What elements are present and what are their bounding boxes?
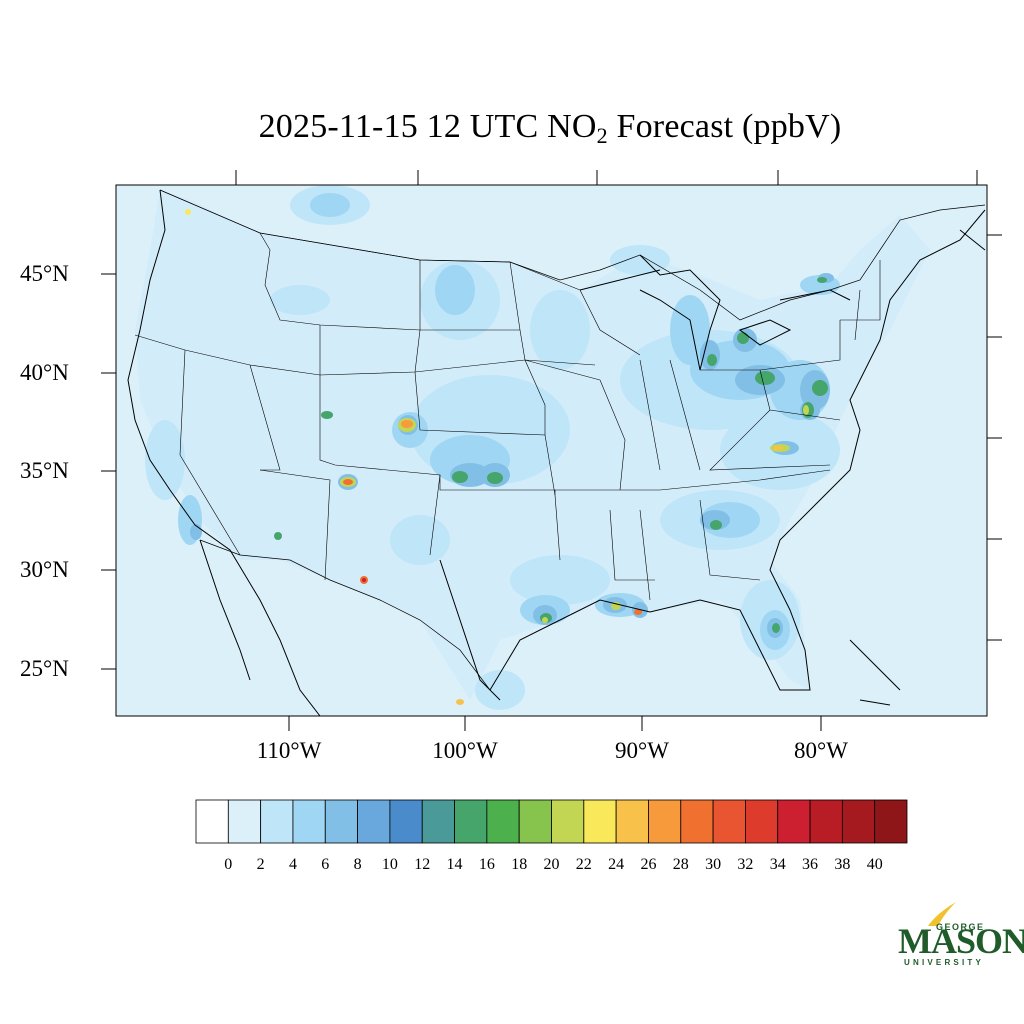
colorbar-tick-label: 26 (640, 856, 657, 873)
colorbar-swatch (745, 799, 779, 844)
map-title: 2025-11-15 12 UTC NO2 Forecast (ppbV) (0, 108, 1024, 149)
state-boundaries (134, 189, 881, 601)
colorbar-tick-label: 38 (834, 856, 851, 873)
top-ticks (235, 170, 978, 185)
colorbar-swatch (680, 799, 714, 844)
colorbar-tick-label: 4 (289, 856, 297, 873)
title-subscript: 2 (596, 123, 608, 148)
colorbar-swatch (518, 799, 552, 844)
canada-border (159, 189, 986, 321)
lat-label-35: 35°N (20, 458, 69, 483)
lon-label-90: 90°W (615, 738, 669, 763)
colorbar-tick-label: 18 (511, 856, 528, 873)
concentration-field (127, 185, 986, 716)
gmu-logo: GEORGE MASON UNIVERSITY (898, 900, 1024, 970)
lon-label-110: 110°W (256, 738, 322, 763)
colorbar-tick-label: 40 (866, 856, 883, 873)
colorbar-tick-label: 14 (446, 856, 463, 873)
colorbar-swatch (357, 799, 391, 844)
lat-label-40: 40°N (20, 360, 69, 385)
colorbar-swatch (841, 799, 876, 844)
colorbar-swatch (389, 799, 423, 844)
lat-label-45: 45°N (20, 261, 69, 286)
colorbar-swatch (227, 799, 262, 844)
colorbar-swatch (777, 799, 811, 844)
right-ticks (987, 234, 1002, 641)
colorbar-tick-label: 12 (414, 856, 431, 873)
colorbar (195, 799, 908, 844)
colorbar-tick-label: 34 (769, 856, 786, 873)
map-frame (115, 184, 988, 717)
bottom-ticks (288, 716, 822, 731)
lon-label-100: 100°W (432, 738, 498, 763)
colorbar-tick-label: 8 (353, 856, 362, 873)
colorbar-swatch (454, 799, 488, 844)
lon-label-80: 80°W (794, 738, 848, 763)
colorbar-swatch (260, 799, 294, 844)
left-ticks (101, 273, 116, 670)
colorbar-swatch (486, 799, 520, 844)
logo-george: GEORGE (936, 922, 985, 932)
colorbar-swatch (583, 799, 617, 844)
title-prefix: 2025-11-15 12 UTC NO (258, 108, 597, 145)
colorbar-swatch (615, 799, 649, 844)
colorbar-swatch (421, 799, 455, 844)
logo-mason: MASON (898, 921, 1024, 961)
title-suffix: Forecast (ppbV) (616, 108, 842, 145)
colorbar-tick-label: 6 (321, 856, 330, 873)
colorbar-tick-label: 16 (478, 856, 495, 873)
colorbar-tick-label: 28 (672, 856, 689, 873)
colorbar-swatch (809, 799, 843, 844)
colorbar-swatch (551, 799, 585, 844)
colorbar-swatch (195, 799, 229, 844)
colorbar-swatch (874, 799, 908, 844)
coastlines (127, 189, 986, 716)
colorbar-swatch (648, 799, 682, 844)
colorbar-tick-label: 10 (381, 856, 398, 873)
colorbar-tick-label: 2 (256, 856, 265, 873)
colorbar-swatch (292, 799, 326, 844)
colorbar-tick-label: 20 (543, 856, 560, 873)
colorbar-tick-label: 36 (802, 856, 818, 873)
logo-university: UNIVERSITY (904, 958, 985, 967)
colorbar-tick-label: 0 (224, 856, 233, 873)
colorbar-tick-label: 30 (705, 856, 722, 873)
level-26-plus (185, 209, 783, 705)
lat-label-30: 30°N (20, 557, 69, 582)
mexico-border (199, 539, 491, 691)
colorbar-tick-label: 24 (608, 856, 625, 873)
logo-swoosh-icon (928, 902, 956, 926)
colorbar-swatch (712, 799, 746, 844)
colorbar-swatch (324, 799, 358, 844)
colorbar-tick-label: 32 (737, 856, 754, 873)
lat-label-25: 25°N (20, 656, 69, 681)
colorbar-tick-label: 22 (575, 856, 592, 873)
